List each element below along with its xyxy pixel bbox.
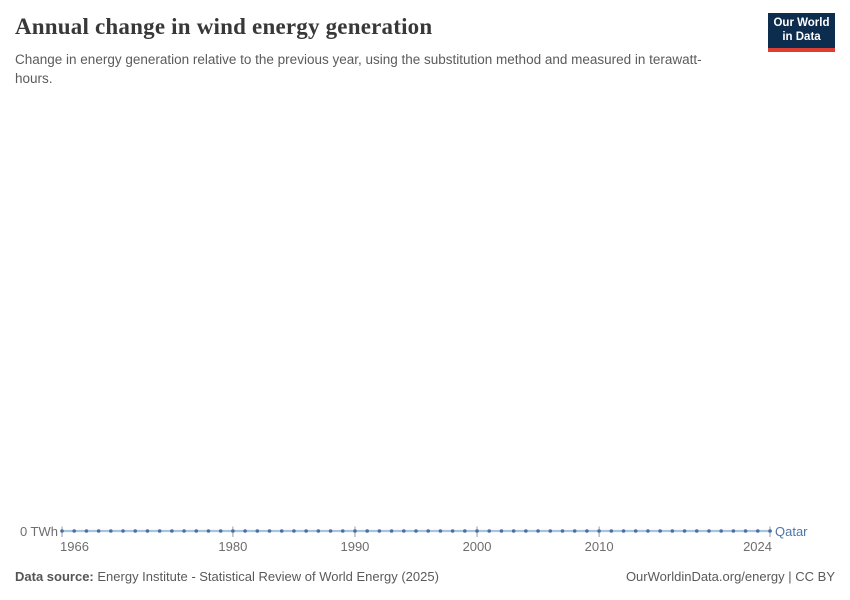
page-title: Annual change in wind energy generation: [15, 14, 433, 39]
data-source-text: Energy Institute - Statistical Review of…: [97, 569, 439, 584]
entity-label-qatar[interactable]: Qatar: [775, 524, 808, 539]
chart-footer: Data source: Energy Institute - Statisti…: [15, 569, 835, 584]
data-source-label: Data source:: [15, 569, 94, 584]
x-tick-label-1966: 1966: [60, 539, 89, 554]
x-tick-label-2000: 2000: [462, 539, 492, 554]
y-axis-zero-label: 0 TWh: [19, 524, 58, 539]
chart-subtitle: Change in energy generation relative to …: [15, 52, 702, 86]
data-source: Data source: Energy Institute - Statisti…: [15, 569, 439, 584]
footer-link[interactable]: OurWorldinData.org/energy | CC BY: [625, 569, 835, 584]
owid-logo-line2: in Data: [782, 30, 821, 43]
owid-logo: Our World in Data: [768, 13, 835, 52]
x-tick-label-2024: 2024: [743, 539, 772, 554]
x-tick-label-1990: 1990: [340, 539, 370, 554]
x-tick-label-1980: 1980: [218, 539, 248, 554]
x-tick-label-2010: 2010: [584, 539, 614, 554]
owid-logo-line1: Our World: [773, 17, 830, 30]
